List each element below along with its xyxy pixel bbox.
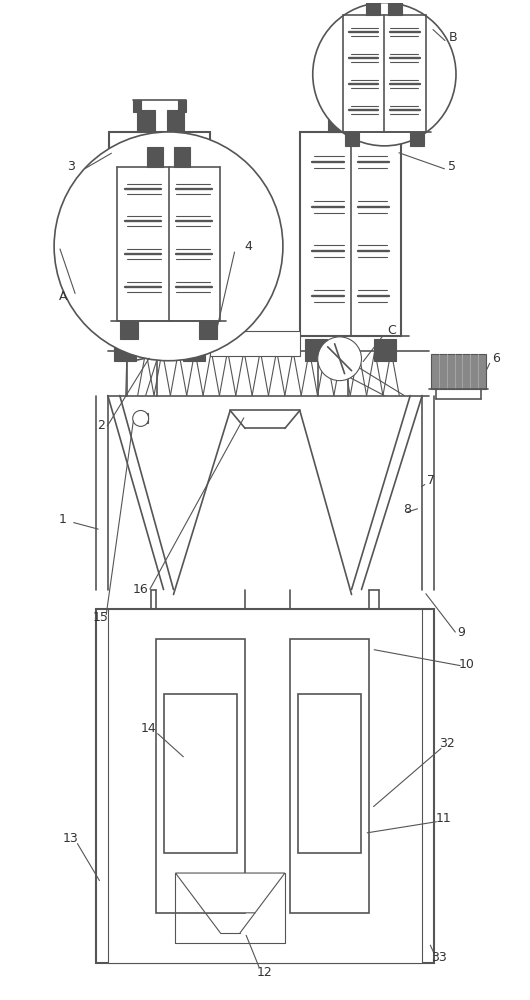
Text: 16: 16 [133,583,148,596]
Bar [431,354,486,389]
Bar [137,110,155,132]
Bar [132,100,140,112]
Bar [109,132,210,336]
Text: 32: 32 [439,737,455,750]
Bar [369,100,377,112]
Bar [298,694,361,853]
Text: 9: 9 [457,626,465,639]
Text: B: B [449,31,457,44]
Bar [210,331,300,356]
Circle shape [132,410,148,426]
Bar [344,132,358,146]
Bar [374,339,396,361]
Bar [305,339,326,361]
Bar [96,609,434,963]
Text: 1: 1 [59,513,67,526]
Bar [108,609,422,963]
Bar [134,413,148,423]
Bar [300,132,401,336]
Text: 12: 12 [257,966,273,979]
Text: C: C [387,324,396,337]
Bar [324,100,332,112]
Bar [388,0,402,15]
Circle shape [313,3,456,146]
Bar [147,147,163,167]
Bar [174,147,190,167]
Polygon shape [175,873,285,913]
Text: 3: 3 [67,160,75,173]
Bar [156,639,245,913]
Text: 5: 5 [448,160,456,173]
Bar [120,321,138,339]
Text: 8: 8 [403,503,411,516]
Bar [164,694,237,853]
Bar [328,110,346,132]
Text: 11: 11 [435,812,451,825]
Bar [366,0,381,15]
Text: 13: 13 [63,832,79,845]
Bar [358,110,375,132]
Text: 4: 4 [244,240,252,253]
Circle shape [54,132,283,361]
Bar [166,110,184,132]
Bar [183,339,205,361]
Text: 6: 6 [492,352,500,365]
Text: A: A [59,290,67,303]
Bar [114,339,136,361]
Text: 7: 7 [427,474,435,487]
Text: 14: 14 [141,722,156,735]
Bar [290,639,369,913]
Text: 10: 10 [459,658,475,671]
Text: 15: 15 [93,611,109,624]
Bar [199,321,217,339]
Bar [410,132,424,146]
Circle shape [317,337,361,381]
Text: 33: 33 [431,951,447,964]
Bar [179,100,187,112]
Text: 2: 2 [97,419,105,432]
